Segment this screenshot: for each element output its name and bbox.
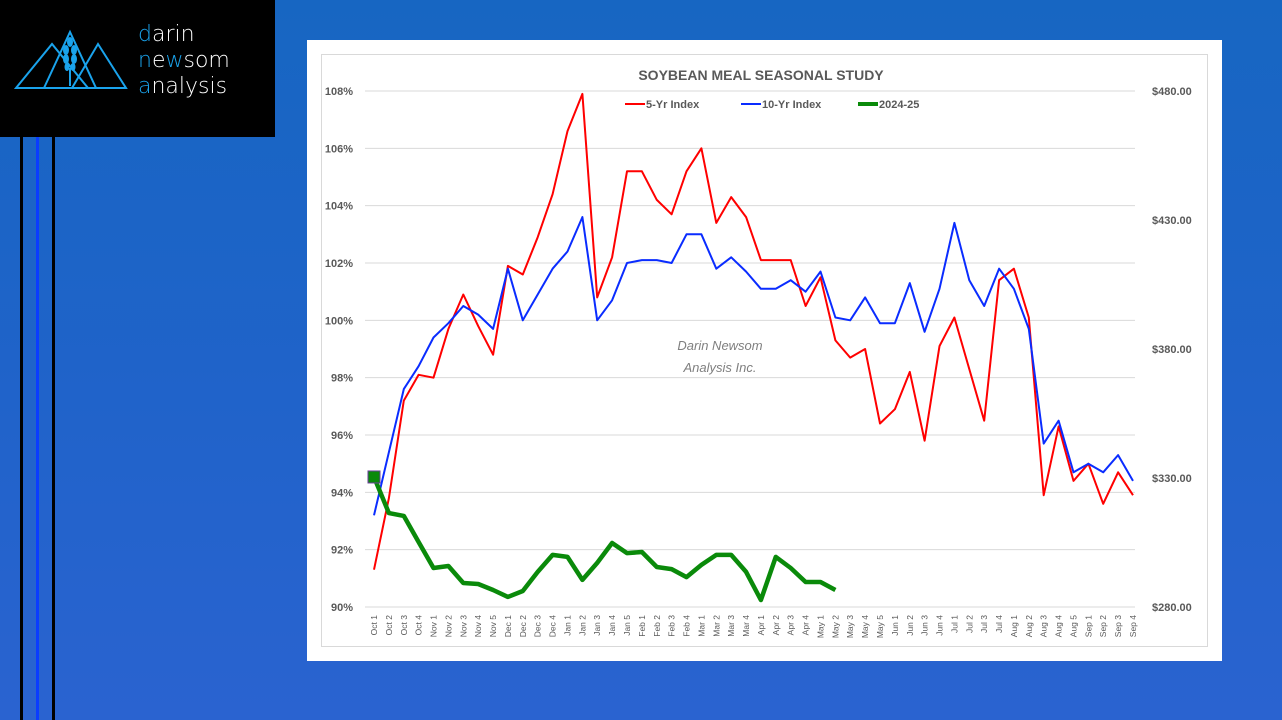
y-left-tick-label: 90%	[331, 602, 353, 614]
seasonal-line-chart: 90% 92% 94% 96% 98% 100% 102% 104% 106% 108% $280…	[325, 67, 1192, 638]
x-tick-label: Jun 1	[890, 615, 900, 636]
y-left-tick-label: 92%	[331, 545, 353, 557]
x-tick-label: Apr 4	[801, 615, 811, 636]
y-right-tick-label: $380.00	[1152, 344, 1192, 356]
x-tick-label: Jan 5	[622, 615, 632, 636]
y-right-tick-label: $430.00	[1152, 215, 1192, 227]
x-tick-label: Dec 3	[533, 615, 543, 637]
chart-card: 90% 92% 94% 96% 98% 100% 102% 104% 106% 108% $280…	[307, 40, 1222, 661]
x-tick-label: Apr 1	[756, 615, 766, 636]
legend-item: 5-Yr Index	[625, 99, 700, 111]
x-tick-label: Jul 4	[994, 615, 1004, 633]
x-tick-label: Aug 4	[1054, 615, 1064, 637]
x-tick-label: Jun 2	[905, 615, 915, 636]
brand-line2-w: w	[165, 48, 184, 73]
y-right-tick-label: $480.00	[1152, 86, 1192, 98]
x-tick-label: Mar 2	[711, 615, 721, 637]
watermark-text: Analysis Inc.	[683, 360, 757, 375]
y-left-tick-label: 108%	[325, 86, 353, 98]
brand-line2-accent: n	[138, 48, 152, 73]
x-tick-label: Apr 3	[786, 615, 796, 636]
series-line-10-yr-index	[373, 216, 1134, 516]
x-tick-label: Jan 3	[592, 615, 602, 636]
y-left-tick-label: 106%	[325, 143, 353, 155]
brand-line3-rest: nalysis	[151, 74, 228, 99]
x-tick-label: Jan 2	[577, 615, 587, 636]
y-left-tick-label: 100%	[325, 315, 353, 327]
x-tick-label: Dec 2	[518, 615, 528, 637]
x-tick-label: Feb 2	[652, 615, 662, 637]
x-tick-label: Sep 3	[1113, 615, 1123, 637]
x-tick-label: May 5	[875, 615, 885, 638]
y-left-tick-label: 98%	[331, 373, 353, 385]
x-tick-label: Mar 4	[741, 615, 751, 637]
x-tick-label: Feb 1	[637, 615, 647, 637]
watermark-text: Darin Newsom	[677, 338, 762, 353]
x-tick-label: Oct 1	[369, 615, 379, 636]
brand-line1-accent: d	[138, 22, 152, 47]
x-tick-label: Dec 1	[503, 615, 513, 637]
x-tick-label: Nov 4	[473, 615, 483, 637]
x-tick-label: May 2	[830, 615, 840, 638]
chart-title: SOYBEAN MEAL SEASONAL STUDY	[638, 67, 884, 83]
x-tick-label: Jan 4	[607, 615, 617, 636]
x-tick-label: Sep 4	[1128, 615, 1138, 637]
x-tick-label: Jan 1	[562, 615, 572, 636]
series-line-5-yr-index	[373, 92, 1134, 570]
y-right-tick-label: $280.00	[1152, 602, 1192, 614]
y-left-tick-label: 94%	[331, 487, 353, 499]
x-tick-label: Oct 3	[399, 615, 409, 636]
chart-frame	[321, 54, 1208, 647]
x-tick-label: Feb 4	[682, 615, 692, 637]
decorative-bar-black-right	[52, 137, 55, 720]
x-tick-label: Jul 2	[964, 615, 974, 633]
x-tick-label: Jun 3	[920, 615, 930, 636]
x-tick-label: May 1	[815, 615, 825, 638]
x-tick-label: Jul 3	[979, 615, 989, 633]
x-tick-label: Aug 2	[1024, 615, 1034, 637]
legend-item: 2024-25	[858, 99, 919, 111]
decorative-bar-black-left	[20, 137, 23, 720]
series-line-2024-25	[371, 476, 837, 603]
mountain-wheat-logo-icon	[14, 29, 128, 89]
x-tick-label: May 3	[845, 615, 855, 638]
x-tick-label: Sep 2	[1098, 615, 1108, 637]
legend-item: 10-Yr Index	[741, 99, 822, 111]
brand-line1-rest: arin	[151, 22, 195, 47]
x-tick-label: Feb 3	[667, 615, 677, 637]
y-left-tick-label: 96%	[331, 430, 353, 442]
brand-line2-e: e	[151, 48, 166, 73]
x-tick-label: Aug 5	[1068, 615, 1078, 637]
x-tick-label: Apr 2	[771, 615, 781, 636]
x-tick-label: Oct 4	[414, 615, 424, 636]
x-tick-label: Aug 3	[1039, 615, 1049, 637]
x-tick-label: Mar 1	[696, 615, 706, 637]
x-tick-label: Nov 3	[458, 615, 468, 637]
x-tick-label: Nov 1	[429, 615, 439, 637]
brand-line2-rest: som	[183, 48, 230, 73]
brand-line3-accent: a	[138, 74, 152, 99]
x-tick-label: Sep 1	[1083, 615, 1093, 637]
legend-label: 5-Yr Index	[646, 99, 700, 111]
brand-name: darin newsom analysis	[138, 22, 230, 100]
x-tick-label: Oct 2	[384, 615, 394, 636]
x-tick-label: Nov 5	[488, 615, 498, 637]
x-tick-label: Jun 4	[935, 615, 945, 636]
decorative-bar-blue	[36, 137, 39, 720]
y-left-tick-label: 102%	[325, 258, 353, 270]
x-tick-label: Dec 4	[548, 615, 558, 637]
series-start-marker	[367, 470, 381, 484]
y-left-tick-label: 104%	[325, 201, 353, 213]
x-tick-label: Jul 1	[949, 615, 959, 633]
legend-label: 10-Yr Index	[762, 99, 822, 111]
brand-logo: darin newsom analysis	[0, 0, 275, 137]
x-tick-label: Mar 3	[726, 615, 736, 637]
legend-label: 2024-25	[879, 99, 919, 111]
y-right-tick-label: $330.00	[1152, 473, 1192, 485]
x-tick-label: Nov 2	[443, 615, 453, 637]
x-tick-label: May 4	[860, 615, 870, 638]
x-tick-label: Aug 1	[1009, 615, 1019, 637]
